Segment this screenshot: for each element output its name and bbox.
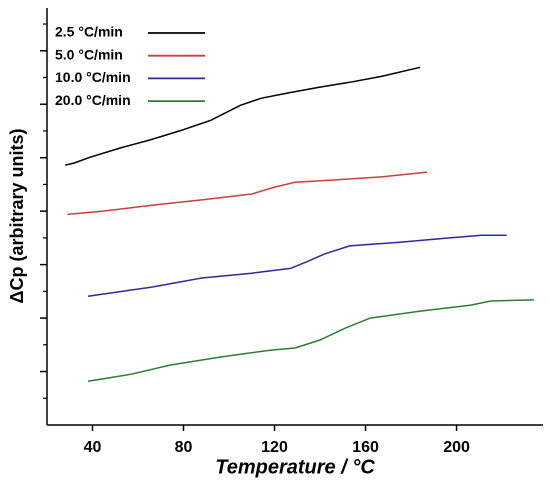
- series-line: [87, 299, 534, 382]
- series-line: [87, 234, 507, 297]
- x-tick-label: 120: [261, 439, 288, 456]
- legend-label: 5.0 °C/min: [55, 46, 123, 62]
- series-line: [65, 66, 421, 166]
- x-tick-label: 40: [84, 439, 102, 456]
- x-tick-label: 80: [175, 439, 193, 456]
- legend-label: 2.5 °C/min: [55, 24, 123, 40]
- x-tick-label: 200: [443, 439, 470, 456]
- y-axis-label: ΔCp (arbitrary units): [7, 129, 27, 304]
- legend-label: 10.0 °C/min: [55, 69, 131, 85]
- x-axis-label: Temperature / °C: [215, 456, 375, 478]
- legend-label: 20.0 °C/min: [55, 92, 131, 108]
- x-tick-label: 160: [352, 439, 379, 456]
- series-line: [67, 171, 428, 216]
